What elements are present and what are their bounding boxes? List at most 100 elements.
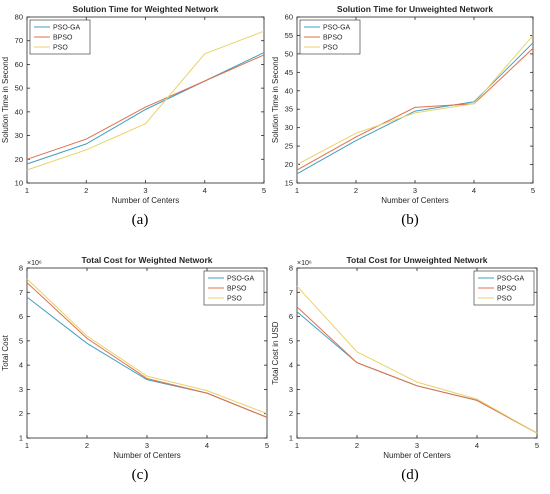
y-tick-label: 2: [19, 409, 23, 418]
legend-label: PSO: [227, 296, 242, 303]
legend-label: PSO: [323, 45, 338, 52]
x-tick-label: 4: [205, 441, 209, 450]
y-tick-label: 50: [15, 84, 23, 93]
series-line-pso: [26, 30, 265, 171]
legend: PSO-GA BPSO PSO: [29, 19, 91, 55]
y-tick-label: 6: [289, 312, 293, 321]
chart-3: 1 2 3 4 5 1 2 3 4 5 6 7 8 ×10⁶ Total Cost for Weighted…: [1, 255, 269, 460]
series-line-bpso: [296, 48, 534, 171]
x-tick-label: 1: [25, 441, 29, 450]
x-tick-label: 5: [262, 186, 266, 195]
y-tick-label: 4: [19, 361, 23, 370]
x-tick-label: 3: [145, 441, 149, 450]
x-tick-label: 5: [265, 441, 269, 450]
legend-label: PSO-GA: [227, 276, 255, 283]
y-tick-label: 3: [289, 385, 293, 394]
axis-exponent: ×10⁶: [27, 260, 42, 267]
caption-d: (d): [401, 467, 419, 483]
y-tick-label: 40: [285, 86, 293, 95]
y-tick-label: 1: [289, 434, 293, 443]
y-tick-label: 5: [289, 336, 293, 345]
y-tick-label: 3: [19, 385, 23, 394]
series-line-pso-ga: [296, 42, 534, 175]
x-axis-label: Number of Centers: [113, 451, 181, 460]
chart-1: 1 2 3 4 5 10 20 30 40 50 60 70 80 Solution Time for W…: [1, 4, 266, 205]
y-tick-label: 60: [285, 13, 293, 22]
x-tick-label: 3: [143, 186, 147, 195]
y-tick-label: 35: [285, 105, 293, 114]
legend: PSO-GA BPSO PSO: [473, 270, 535, 306]
x-tick-label: 2: [84, 186, 88, 195]
y-tick-label: 25: [285, 142, 293, 151]
x-tick-label: 4: [475, 441, 479, 450]
caption-c: (c): [131, 467, 149, 483]
x-axis-label: Number of Centers: [112, 196, 180, 205]
y-tick-label: 45: [285, 68, 293, 77]
x-axis-label: Number of Centers: [381, 196, 449, 205]
chart-title: Total Cost for Unweighted Network: [346, 255, 487, 265]
legend-label: PSO: [497, 296, 512, 303]
y-tick-label: 10: [15, 179, 23, 188]
y-tick-label: 55: [285, 31, 293, 40]
legend: PSO-GA BPSO PSO: [299, 19, 361, 55]
y-tick-label: 30: [285, 123, 293, 132]
legend-label: PSO: [53, 45, 68, 52]
x-tick-label: 2: [354, 186, 358, 195]
x-axis-label: Number of Centers: [383, 451, 451, 460]
caption-b: (b): [401, 212, 419, 228]
y-tick-label: 40: [15, 107, 23, 116]
y-axis-label: Solution Time in Second: [1, 57, 10, 143]
y-tick-label: 20: [285, 160, 293, 169]
caption-a: (a): [131, 212, 149, 228]
legend-label: PSO-GA: [53, 25, 81, 32]
legend-label: BPSO: [53, 35, 73, 42]
x-tick-label: 2: [355, 441, 359, 450]
y-tick-label: 30: [15, 131, 23, 140]
y-axis-label: Total Cost: [1, 334, 10, 370]
series-line-pso: [296, 285, 538, 434]
y-tick-label: 4: [289, 361, 293, 370]
y-tick-label: 80: [15, 13, 23, 22]
chart-title: Total Cost for Weighted Network: [82, 255, 213, 265]
series-line-bpso: [26, 282, 268, 418]
x-tick-label: 5: [535, 441, 539, 450]
y-tick-label: 8: [289, 264, 293, 273]
y-tick-label: 20: [15, 155, 23, 164]
y-tick-label: 7: [19, 288, 23, 297]
chart-4: 1 2 3 4 5 1 2 3 4 5 6 7 8 ×10⁶ Total Cost for Unweight…: [271, 255, 539, 460]
y-tick-label: 5: [19, 336, 23, 345]
x-tick-label: 4: [472, 186, 476, 195]
x-tick-label: 2: [85, 441, 89, 450]
legend-label: BPSO: [323, 35, 343, 42]
series-line-pso: [26, 278, 268, 415]
y-tick-label: 60: [15, 60, 23, 69]
y-tick-label: 2: [289, 409, 293, 418]
series-line-bpso: [26, 54, 265, 160]
legend-label: BPSO: [227, 286, 247, 293]
legend-label: BPSO: [497, 286, 517, 293]
x-tick-label: 1: [295, 186, 299, 195]
y-axis-label: Total Cost in USD: [271, 321, 280, 384]
x-tick-label: 4: [203, 186, 207, 195]
legend: PSO-GA BPSO PSO: [203, 270, 265, 306]
y-tick-label: 1: [19, 434, 23, 443]
legend-label: PSO-GA: [497, 276, 525, 283]
y-tick-label: 15: [285, 179, 293, 188]
chart-title: Solution Time for Weighted Network: [72, 4, 218, 14]
x-tick-label: 3: [413, 186, 417, 195]
legend-label: PSO-GA: [323, 25, 351, 32]
y-tick-label: 70: [15, 36, 23, 45]
series-line-bpso: [296, 306, 538, 434]
series-line-pso-ga: [26, 52, 265, 165]
y-axis-label: Solution Time in Second: [271, 57, 280, 143]
y-tick-label: 50: [285, 49, 293, 58]
chart-title: Solution Time for Unweighted Network: [337, 4, 493, 14]
axis-exponent: ×10⁶: [297, 260, 312, 267]
x-tick-label: 3: [415, 441, 419, 450]
x-tick-label: 5: [531, 186, 535, 195]
series-line-pso: [296, 35, 534, 166]
x-tick-label: 1: [295, 441, 299, 450]
y-tick-label: 7: [289, 288, 293, 297]
